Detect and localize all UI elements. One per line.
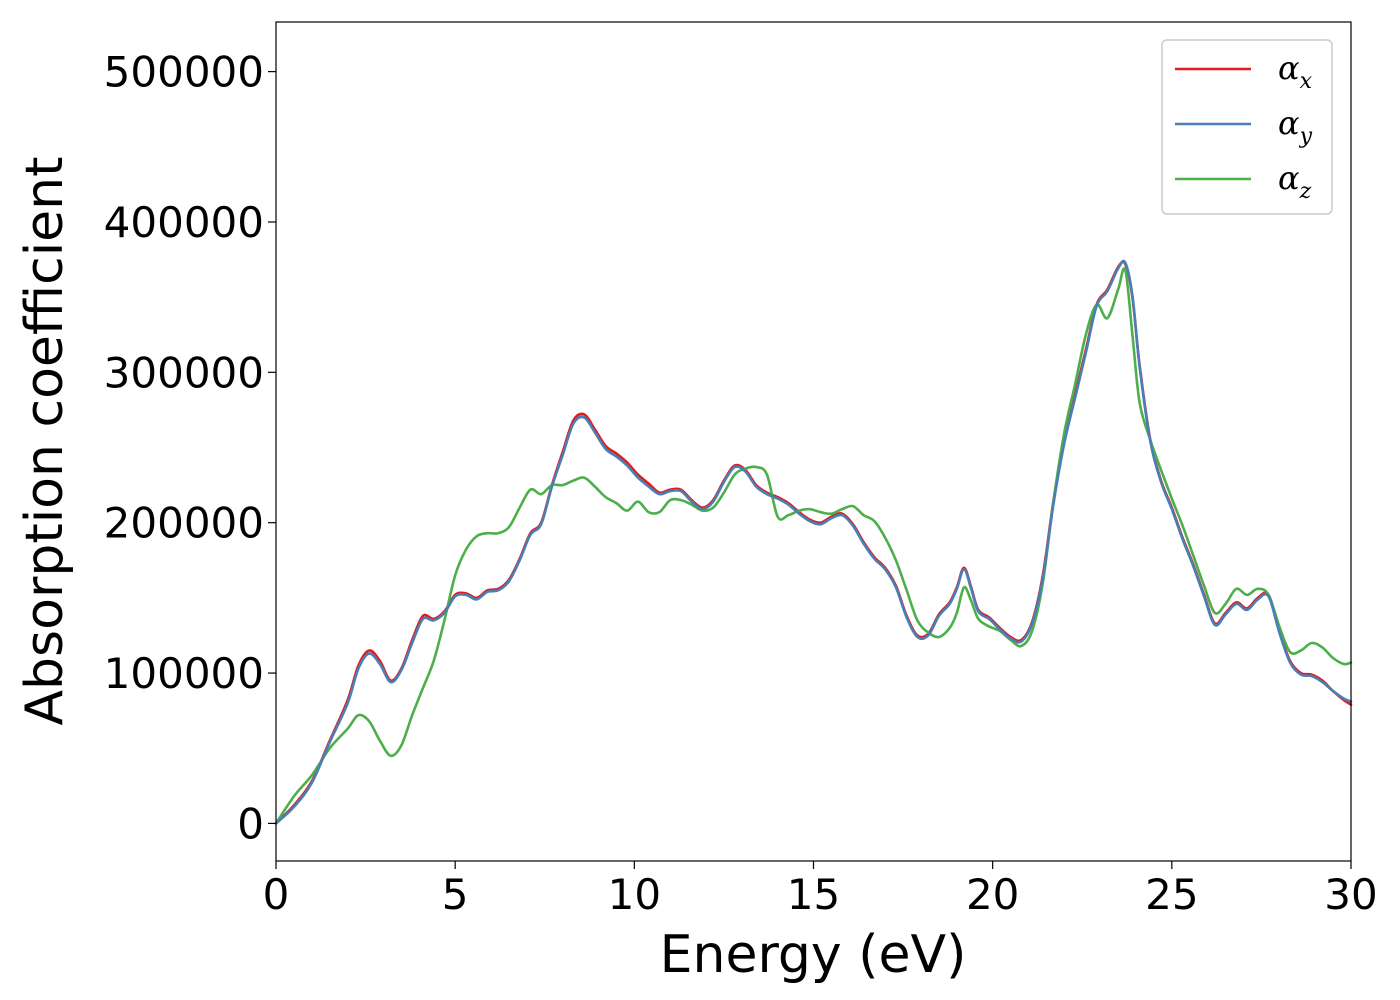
y-axis-title: Absorption coefficient — [15, 156, 75, 725]
legend-label-alpha-x: αx — [1278, 49, 1313, 94]
x-tick-label: 20 — [966, 870, 1019, 919]
legend-subscript: y — [1299, 124, 1313, 149]
y-axis: 0 100000 200000 300000 400000 500000 — [104, 48, 276, 848]
y-tick-label: 100000 — [104, 649, 264, 698]
legend-symbol: α — [1278, 49, 1300, 87]
legend-label-alpha-y: αy — [1278, 104, 1313, 149]
legend-subscript: z — [1299, 179, 1312, 204]
x-axis-title: Energy (eV) — [660, 925, 967, 985]
x-tick-label: 0 — [263, 870, 290, 919]
series-line-alpha-z — [274, 267, 1353, 825]
legend-label-alpha-z: αz — [1278, 159, 1312, 204]
legend-symbol: α — [1278, 159, 1300, 197]
x-tick-label: 25 — [1145, 870, 1198, 919]
series-layer — [274, 259, 1353, 825]
x-axis: 0 5 10 15 20 25 30 — [263, 861, 1378, 919]
x-tick-label: 30 — [1324, 870, 1377, 919]
y-tick-label: 0 — [237, 799, 264, 848]
series-line-alpha-y — [274, 259, 1353, 825]
legend-subscript: x — [1300, 69, 1313, 94]
y-tick-label: 200000 — [104, 499, 264, 548]
y-tick-label: 500000 — [104, 48, 264, 97]
x-tick-label: 15 — [787, 870, 840, 919]
legend-box — [1161, 39, 1333, 215]
x-tick-label: 10 — [608, 870, 661, 919]
x-tick-label: 5 — [442, 870, 469, 919]
y-tick-label: 400000 — [104, 198, 264, 247]
y-tick-label: 300000 — [104, 348, 264, 397]
legend-symbol: α — [1278, 104, 1300, 142]
